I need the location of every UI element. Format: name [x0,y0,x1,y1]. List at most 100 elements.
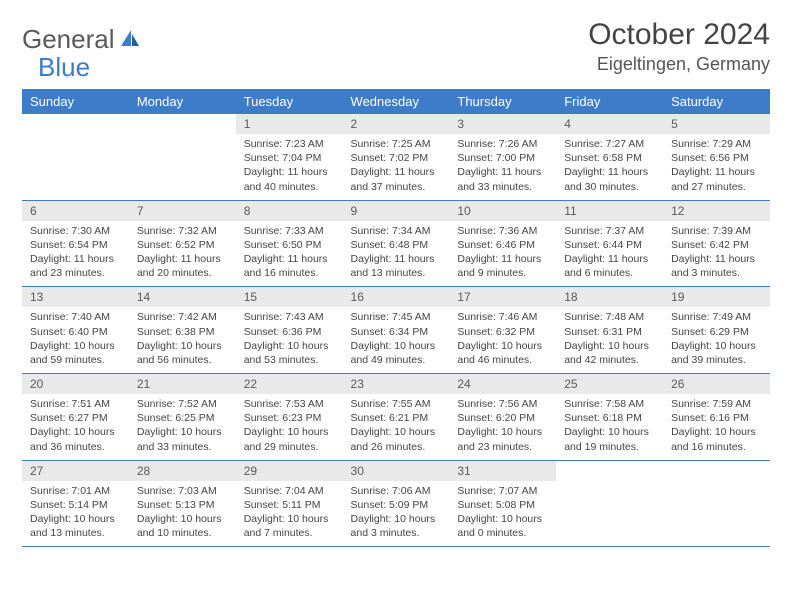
day-number: 27 [22,461,129,481]
day-number: 21 [129,374,236,394]
day-details: Sunrise: 7:25 AMSunset: 7:02 PMDaylight:… [343,134,450,200]
day-number: 2 [343,114,450,134]
daylight-text: Daylight: 10 hours and 29 minutes. [244,425,335,453]
calendar-empty-cell [22,114,129,200]
sunrise-text: Sunrise: 7:55 AM [351,397,442,411]
day-number: 24 [449,374,556,394]
sunset-text: Sunset: 6:25 PM [137,411,228,425]
daylight-text: Daylight: 10 hours and 53 minutes. [244,339,335,367]
day-number: 19 [663,287,770,307]
sunset-text: Sunset: 6:42 PM [671,238,762,252]
day-number: 22 [236,374,343,394]
day-number: 17 [449,287,556,307]
calendar-day-cell: 9Sunrise: 7:34 AMSunset: 6:48 PMDaylight… [343,200,450,287]
calendar-day-cell: 19Sunrise: 7:49 AMSunset: 6:29 PMDayligh… [663,287,770,374]
daylight-text: Daylight: 10 hours and 39 minutes. [671,339,762,367]
sunrise-text: Sunrise: 7:42 AM [137,310,228,324]
sunset-text: Sunset: 6:18 PM [564,411,655,425]
sunrise-text: Sunrise: 7:39 AM [671,224,762,238]
day-details: Sunrise: 7:37 AMSunset: 6:44 PMDaylight:… [556,221,663,287]
sunset-text: Sunset: 6:34 PM [351,325,442,339]
brand-part1: General [22,24,115,55]
day-details: Sunrise: 7:39 AMSunset: 6:42 PMDaylight:… [663,221,770,287]
sunset-text: Sunset: 6:54 PM [30,238,121,252]
sunset-text: Sunset: 5:08 PM [457,498,548,512]
day-header: Saturday [663,89,770,114]
day-number: 26 [663,374,770,394]
day-number: 30 [343,461,450,481]
calendar-day-cell: 2Sunrise: 7:25 AMSunset: 7:02 PMDaylight… [343,114,450,200]
sunrise-text: Sunrise: 7:06 AM [351,484,442,498]
daylight-text: Daylight: 11 hours and 13 minutes. [351,252,442,280]
calendar-day-cell: 5Sunrise: 7:29 AMSunset: 6:56 PMDaylight… [663,114,770,200]
location-label: Eigeltingen, Germany [588,54,770,75]
day-number: 12 [663,201,770,221]
sunrise-text: Sunrise: 7:45 AM [351,310,442,324]
calendar-week-row: 20Sunrise: 7:51 AMSunset: 6:27 PMDayligh… [22,374,770,461]
day-details: Sunrise: 7:52 AMSunset: 6:25 PMDaylight:… [129,394,236,460]
sunrise-text: Sunrise: 7:25 AM [351,137,442,151]
sunset-text: Sunset: 6:36 PM [244,325,335,339]
sunrise-text: Sunrise: 7:37 AM [564,224,655,238]
daylight-text: Daylight: 10 hours and 49 minutes. [351,339,442,367]
sunset-text: Sunset: 6:32 PM [457,325,548,339]
day-header-row: SundayMondayTuesdayWednesdayThursdayFrid… [22,89,770,114]
sunrise-text: Sunrise: 7:46 AM [457,310,548,324]
day-details: Sunrise: 7:56 AMSunset: 6:20 PMDaylight:… [449,394,556,460]
calendar-empty-cell [129,114,236,200]
calendar-table: SundayMondayTuesdayWednesdayThursdayFrid… [22,89,770,547]
sunrise-text: Sunrise: 7:07 AM [457,484,548,498]
calendar-empty-cell [663,460,770,547]
day-details: Sunrise: 7:33 AMSunset: 6:50 PMDaylight:… [236,221,343,287]
sunset-text: Sunset: 6:20 PM [457,411,548,425]
sunrise-text: Sunrise: 7:52 AM [137,397,228,411]
calendar-day-cell: 3Sunrise: 7:26 AMSunset: 7:00 PMDaylight… [449,114,556,200]
day-details: Sunrise: 7:32 AMSunset: 6:52 PMDaylight:… [129,221,236,287]
sunset-text: Sunset: 5:11 PM [244,498,335,512]
daylight-text: Daylight: 10 hours and 19 minutes. [564,425,655,453]
day-number: 1 [236,114,343,134]
daylight-text: Daylight: 10 hours and 26 minutes. [351,425,442,453]
day-details: Sunrise: 7:43 AMSunset: 6:36 PMDaylight:… [236,307,343,373]
sunset-text: Sunset: 6:29 PM [671,325,762,339]
calendar-empty-cell [556,460,663,547]
day-number: 23 [343,374,450,394]
daylight-text: Daylight: 10 hours and 16 minutes. [671,425,762,453]
day-details: Sunrise: 7:53 AMSunset: 6:23 PMDaylight:… [236,394,343,460]
calendar-day-cell: 12Sunrise: 7:39 AMSunset: 6:42 PMDayligh… [663,200,770,287]
day-details: Sunrise: 7:03 AMSunset: 5:13 PMDaylight:… [129,481,236,547]
day-details: Sunrise: 7:34 AMSunset: 6:48 PMDaylight:… [343,221,450,287]
calendar-day-cell: 21Sunrise: 7:52 AMSunset: 6:25 PMDayligh… [129,374,236,461]
daylight-text: Daylight: 10 hours and 33 minutes. [137,425,228,453]
day-number: 8 [236,201,343,221]
day-header: Thursday [449,89,556,114]
day-number: 4 [556,114,663,134]
sunset-text: Sunset: 6:50 PM [244,238,335,252]
calendar-day-cell: 30Sunrise: 7:06 AMSunset: 5:09 PMDayligh… [343,460,450,547]
calendar-day-cell: 6Sunrise: 7:30 AMSunset: 6:54 PMDaylight… [22,200,129,287]
sunrise-text: Sunrise: 7:23 AM [244,137,335,151]
calendar-day-cell: 22Sunrise: 7:53 AMSunset: 6:23 PMDayligh… [236,374,343,461]
day-details: Sunrise: 7:46 AMSunset: 6:32 PMDaylight:… [449,307,556,373]
sunrise-text: Sunrise: 7:34 AM [351,224,442,238]
day-number: 28 [129,461,236,481]
day-header: Friday [556,89,663,114]
page-header: General October 2024 Eigeltingen, German… [22,18,770,75]
sunrise-text: Sunrise: 7:59 AM [671,397,762,411]
calendar-day-cell: 18Sunrise: 7:48 AMSunset: 6:31 PMDayligh… [556,287,663,374]
day-details: Sunrise: 7:40 AMSunset: 6:40 PMDaylight:… [22,307,129,373]
day-header: Sunday [22,89,129,114]
sunrise-text: Sunrise: 7:03 AM [137,484,228,498]
brand-part2: Blue [38,52,90,83]
day-number: 25 [556,374,663,394]
sunrise-text: Sunrise: 7:30 AM [30,224,121,238]
calendar-day-cell: 16Sunrise: 7:45 AMSunset: 6:34 PMDayligh… [343,287,450,374]
calendar-day-cell: 27Sunrise: 7:01 AMSunset: 5:14 PMDayligh… [22,460,129,547]
brand-logo: General [22,18,141,55]
sunrise-text: Sunrise: 7:56 AM [457,397,548,411]
daylight-text: Daylight: 11 hours and 33 minutes. [457,165,548,193]
sunset-text: Sunset: 7:04 PM [244,151,335,165]
calendar-week-row: 6Sunrise: 7:30 AMSunset: 6:54 PMDaylight… [22,200,770,287]
sunset-text: Sunset: 5:13 PM [137,498,228,512]
day-details: Sunrise: 7:07 AMSunset: 5:08 PMDaylight:… [449,481,556,547]
